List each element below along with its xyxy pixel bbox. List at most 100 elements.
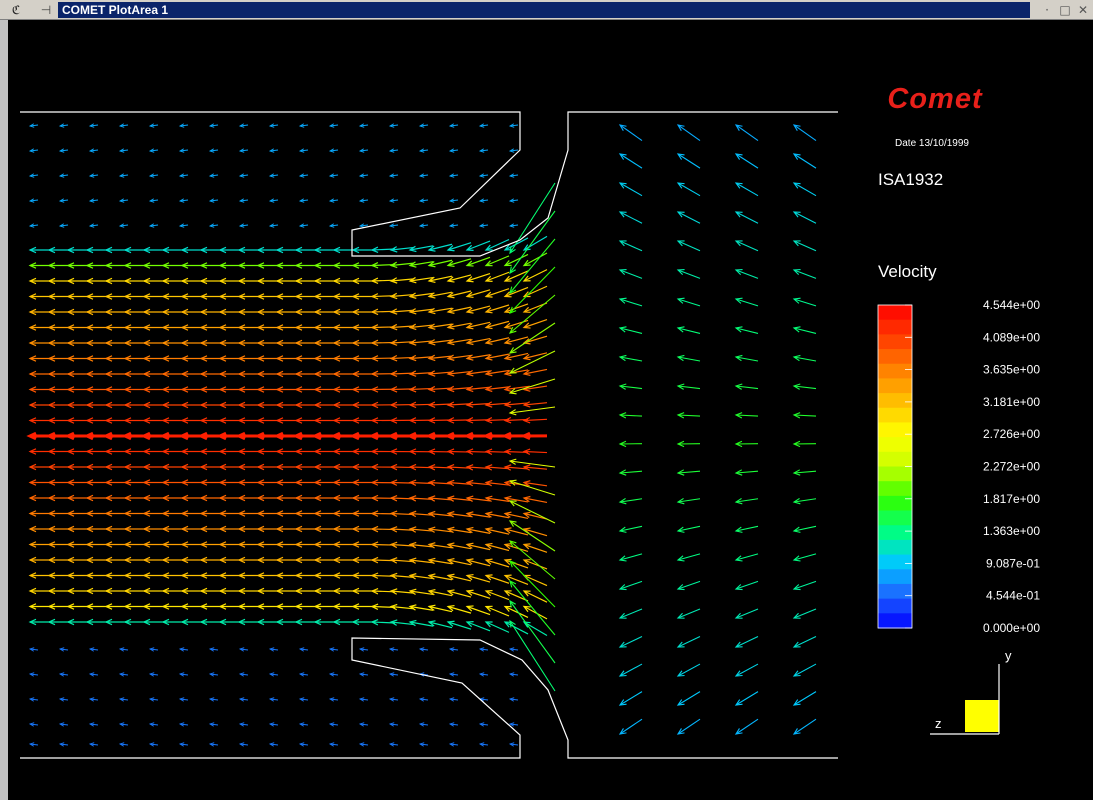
velocity-arrowhead xyxy=(208,198,215,203)
velocity-arrowhead xyxy=(88,123,95,128)
velocity-arrow xyxy=(299,199,309,202)
velocity-arrowhead xyxy=(349,431,360,441)
velocity-arrowhead xyxy=(123,541,132,548)
velocity-arrowhead xyxy=(180,479,189,486)
velocity-arrow xyxy=(449,174,459,177)
velocity-arrowhead xyxy=(313,339,322,347)
velocity-arrowhead xyxy=(142,293,151,300)
velocity-arrowhead xyxy=(104,541,113,548)
velocity-arrowhead xyxy=(47,463,56,471)
velocity-arrowhead xyxy=(104,572,113,579)
velocity-arrow xyxy=(428,497,453,501)
velocity-arrow xyxy=(179,698,189,701)
velocity-arrowhead xyxy=(199,494,208,502)
title-bar[interactable]: ℭ ⊣ COMET PlotArea 1 · □ ✕ xyxy=(0,0,1093,20)
velocity-arrow xyxy=(509,698,519,701)
velocity-arrow xyxy=(509,238,556,294)
velocity-arrowhead xyxy=(792,240,801,247)
velocity-arrowhead xyxy=(370,277,379,285)
velocity-arrowhead xyxy=(618,354,627,362)
velocity-arrowhead xyxy=(237,355,246,362)
velocity-arrowhead xyxy=(618,412,627,419)
velocity-arrowhead xyxy=(238,697,245,702)
velocity-arrowhead xyxy=(275,587,284,595)
velocity-arrow xyxy=(359,723,369,726)
velocity-arrow xyxy=(793,498,817,503)
velocity-arrow xyxy=(447,497,472,501)
velocity-arrowhead xyxy=(142,556,151,564)
close-button[interactable]: ✕ xyxy=(1077,3,1089,17)
velocity-arrowhead xyxy=(298,672,305,677)
velocity-arrowhead xyxy=(478,148,485,153)
velocity-arrowhead xyxy=(85,479,94,486)
velocity-arrowhead xyxy=(484,511,493,518)
velocity-arrowhead xyxy=(180,603,189,610)
velocity-arrow xyxy=(299,673,309,676)
velocity-arrowhead xyxy=(66,463,75,471)
velocity-arrowhead xyxy=(676,526,685,533)
velocity-arrow xyxy=(523,318,548,329)
velocity-arrowhead xyxy=(104,417,113,424)
velocity-arrowhead xyxy=(237,448,246,455)
velocity-arrowhead xyxy=(389,479,398,486)
velocity-arrow xyxy=(619,608,643,619)
velocity-arrowhead xyxy=(446,620,455,627)
velocity-arrow xyxy=(390,341,415,344)
velocity-arrow xyxy=(447,605,472,614)
velocity-arrow xyxy=(504,253,529,267)
velocity-arrowhead xyxy=(408,495,417,502)
velocity-arrowhead xyxy=(208,123,215,128)
velocity-arrowhead xyxy=(389,603,398,611)
axis-z-label: z xyxy=(935,716,942,731)
velocity-arrowhead xyxy=(148,672,155,677)
velocity-arrowhead xyxy=(522,291,531,298)
velocity-arrow xyxy=(419,224,429,227)
velocity-arrow xyxy=(523,574,548,587)
velocity-arrowhead xyxy=(522,401,531,408)
velocity-arrowhead xyxy=(237,262,246,269)
comet-app-icon[interactable]: ℭ xyxy=(11,3,21,17)
velocity-arrowhead xyxy=(351,510,360,517)
velocity-arrowhead xyxy=(313,401,322,409)
velocity-arrowhead xyxy=(123,510,132,517)
velocity-arrow xyxy=(485,402,510,406)
axis-box xyxy=(965,700,999,732)
pin-icon[interactable]: ⊣ xyxy=(40,3,52,17)
velocity-arrowhead xyxy=(503,543,512,550)
velocity-arrow xyxy=(359,673,369,676)
velocity-arrow xyxy=(239,149,249,152)
velocity-arrowhead xyxy=(104,277,113,285)
velocity-arrowhead xyxy=(370,324,379,331)
velocity-arrow xyxy=(389,224,399,227)
maximize-button[interactable]: □ xyxy=(1059,3,1071,17)
velocity-arrowhead xyxy=(294,386,303,393)
velocity-arrowhead xyxy=(121,431,132,441)
velocity-arrowhead xyxy=(332,324,341,331)
velocity-arrow xyxy=(793,525,817,532)
velocity-arrowhead xyxy=(66,479,75,486)
minimize-button[interactable]: · xyxy=(1045,3,1049,17)
velocity-arrow xyxy=(390,512,415,516)
velocity-arrowhead xyxy=(427,448,436,455)
velocity-arrowhead xyxy=(88,223,95,228)
velocity-arrow xyxy=(269,174,279,177)
velocity-arrowhead xyxy=(298,198,305,203)
velocity-arrow xyxy=(449,199,459,202)
velocity-arrow xyxy=(466,289,491,298)
velocity-arrowhead xyxy=(484,307,493,314)
velocity-arrowhead xyxy=(388,123,395,128)
velocity-arrowhead xyxy=(161,401,170,409)
velocity-arrowhead xyxy=(88,697,95,702)
velocity-arrow xyxy=(735,608,759,619)
velocity-arrow xyxy=(428,543,453,549)
velocity-arrowhead xyxy=(237,417,246,424)
velocity-arrowhead xyxy=(218,448,227,455)
velocity-arrow xyxy=(466,528,491,534)
velocity-arrow xyxy=(390,528,415,531)
velocity-arrowhead xyxy=(237,572,246,579)
velocity-arrow xyxy=(466,543,491,551)
velocity-arrowhead xyxy=(389,277,398,284)
velocity-arrow xyxy=(269,648,279,651)
velocity-arrowhead xyxy=(389,494,398,502)
